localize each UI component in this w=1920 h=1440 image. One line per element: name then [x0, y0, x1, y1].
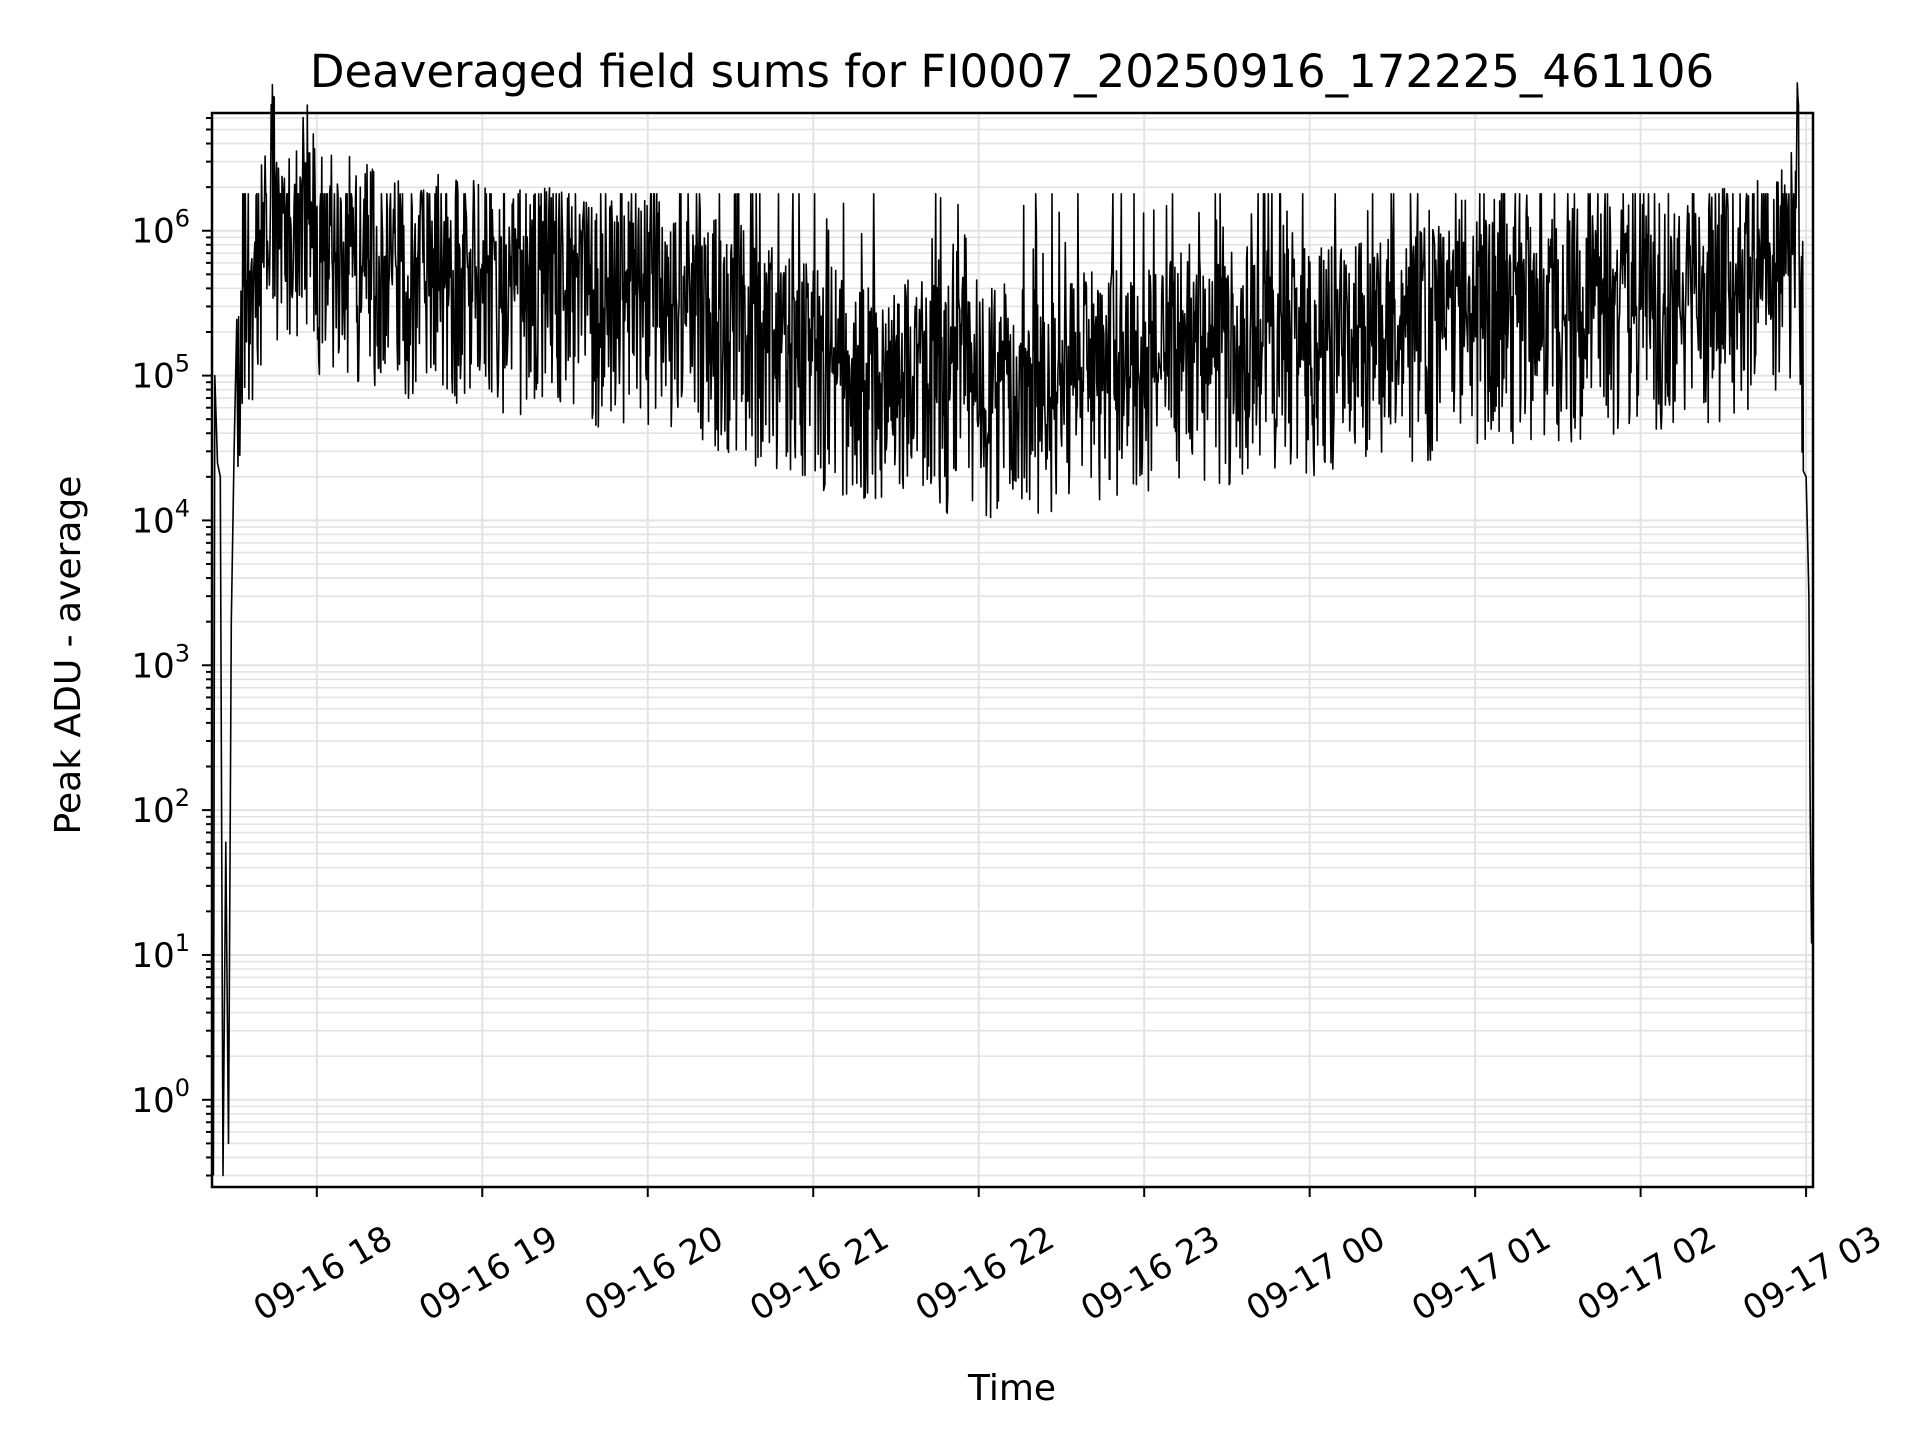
x-axis-label: Time: [967, 1368, 1056, 1409]
x-tick-label: 09-17 03: [1736, 1218, 1888, 1329]
y-tick-label: 101: [131, 929, 190, 976]
series-line: [212, 82, 1813, 1177]
series-layer: [212, 82, 1813, 1177]
y-tick-label: 102: [131, 784, 190, 831]
y-tick-label: 105: [131, 350, 190, 397]
x-tick-label: 09-16 20: [578, 1218, 730, 1329]
y-tick-label: 106: [131, 205, 190, 252]
y-tick-label: 104: [131, 494, 190, 541]
x-tick-label: 09-16 22: [909, 1218, 1061, 1329]
y-tick-label: 103: [131, 639, 190, 686]
x-tick-label: 09-16 23: [1074, 1218, 1226, 1329]
x-tick-label: 09-17 01: [1405, 1218, 1557, 1329]
x-tick-label: 09-17 02: [1571, 1218, 1723, 1329]
y-axis-label: Peak ADU - average: [48, 476, 89, 835]
plot-frame: [210, 111, 1815, 1189]
x-tick-label: 09-16 19: [412, 1218, 564, 1329]
axes: [210, 111, 1815, 1189]
chart-title: Deaveraged field sums for FI0007_2025091…: [310, 45, 1714, 98]
x-tick-label: 09-17 00: [1240, 1218, 1392, 1329]
x-tick-label: 09-16 21: [743, 1218, 895, 1329]
x-tick-label: 09-16 18: [247, 1218, 399, 1329]
y-tick-label: 100: [131, 1074, 190, 1121]
